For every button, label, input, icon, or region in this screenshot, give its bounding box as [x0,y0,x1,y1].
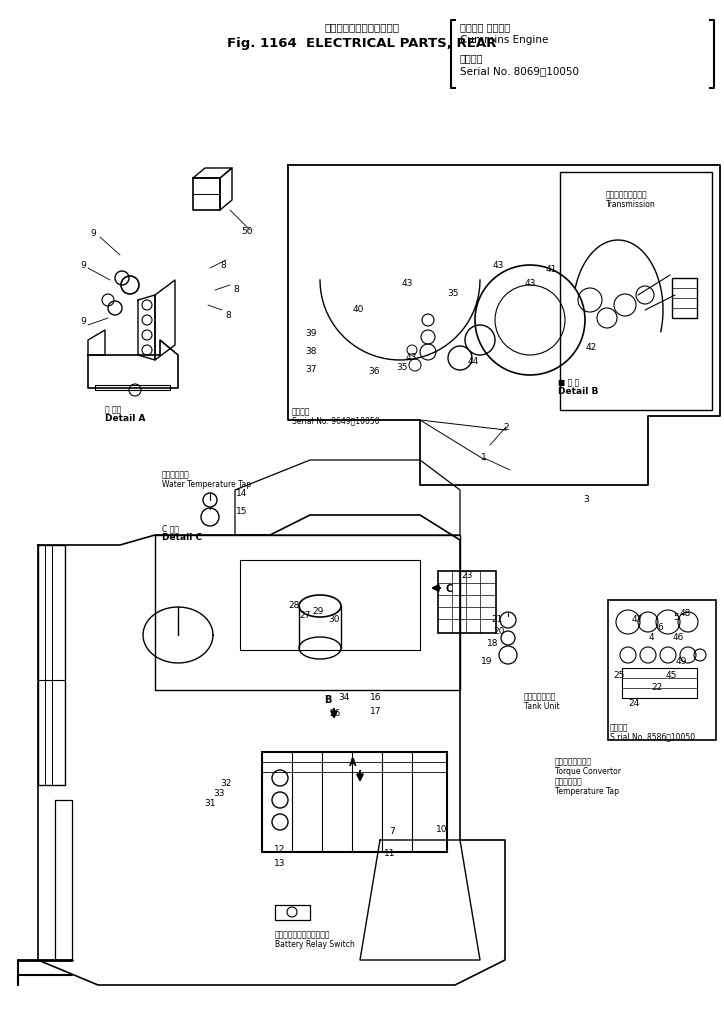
Text: 30: 30 [328,614,340,624]
Text: 4: 4 [648,633,654,642]
Text: タンクユニット: タンクユニット [524,692,556,701]
Text: 38: 38 [306,348,317,357]
Bar [672,278,697,318]
Text: 26: 26 [329,710,341,719]
Text: 16: 16 [370,694,382,703]
Text: 35: 35 [396,362,408,371]
Text: 15: 15 [236,507,248,515]
Text: 17: 17 [370,707,382,716]
Text: 5: 5 [673,612,679,622]
Text: C: C [446,584,453,594]
Text: バッテリーリレースイッチ: バッテリーリレースイッチ [275,930,330,939]
Text: 34: 34 [338,694,350,703]
Text: Serial No. 8069～10050: Serial No. 8069～10050 [460,66,579,76]
Text: C 詳細: C 詳細 [162,524,179,533]
Text: 9: 9 [80,317,86,327]
Text: Ａ 詳細: Ａ 詳細 [105,405,121,414]
Text: 32: 32 [220,780,232,789]
Text: 42: 42 [586,343,597,352]
Text: 33: 33 [214,789,224,797]
Bar [262,752,447,852]
Text: 7: 7 [389,826,395,836]
Bar [622,668,697,698]
Text: 41: 41 [545,265,557,274]
Text: 43: 43 [405,354,417,362]
Text: 適用号機: 適用号機 [460,53,484,63]
Text: 50: 50 [241,227,253,236]
Text: 43: 43 [524,279,536,288]
Text: Tank Unit: Tank Unit [524,702,560,711]
Text: 22: 22 [652,683,662,693]
Text: 18: 18 [487,639,499,648]
Text: 35: 35 [447,290,459,298]
Text: 46: 46 [673,633,683,642]
Text: 31: 31 [204,798,216,807]
Text: 47: 47 [631,614,643,624]
Text: 48: 48 [679,609,691,619]
Text: 8: 8 [225,311,231,320]
Text: Temperature Tap: Temperature Tap [555,787,619,796]
Text: 適用号機: 適用号機 [292,407,311,416]
Text: 36: 36 [369,367,380,376]
Text: B: B [324,695,332,705]
Text: 20: 20 [493,628,505,637]
Text: 9: 9 [90,228,96,237]
Text: 6: 6 [657,624,663,633]
Text: 19: 19 [481,657,493,666]
Text: 43: 43 [492,261,504,270]
Text: 40: 40 [353,305,363,314]
Text: カミンズ エンジン: カミンズ エンジン [460,22,510,32]
Text: 29: 29 [312,607,324,617]
Text: ■ 詳 細: ■ 詳 細 [558,378,579,387]
Text: 1: 1 [481,453,487,462]
Text: 14: 14 [236,490,248,499]
Text: Detail B: Detail B [558,387,598,396]
Bar [608,600,716,740]
Text: 27: 27 [299,611,311,621]
Text: Water Temperature Tap: Water Temperature Tap [162,480,251,489]
Text: トルクコンバータ: トルクコンバータ [555,757,592,766]
Text: 23: 23 [461,571,473,579]
Text: 45: 45 [665,671,677,680]
Text: 21: 21 [492,614,502,624]
Text: A: A [349,758,356,768]
Text: S rial No. 8586～10050: S rial No. 8586～10050 [610,732,695,741]
Text: Cummins Engine: Cummins Engine [460,35,548,45]
Text: 温度計取出口: 温度計取出口 [555,777,583,786]
Text: 8: 8 [220,261,226,270]
Text: Detail A: Detail A [105,414,146,423]
Text: 24: 24 [628,699,639,708]
Text: 37: 37 [306,365,317,374]
Text: 43: 43 [401,279,413,288]
Text: Fig. 1164  ELECTRICAL PARTS, REAR: Fig. 1164 ELECTRICAL PARTS, REAR [227,37,497,50]
Text: 25: 25 [613,670,625,679]
Text: 9: 9 [80,261,86,270]
Text: 49: 49 [675,657,686,666]
Text: Detail C: Detail C [162,533,202,542]
Text: 44: 44 [468,357,479,365]
Text: 水温計取出口: 水温計取出口 [162,470,190,479]
Text: 13: 13 [274,859,286,868]
Text: 12: 12 [274,846,286,855]
Text: エレクトリカルパーツ、後: エレクトリカルパーツ、後 [324,22,400,32]
Text: 39: 39 [306,329,317,338]
Text: 11: 11 [384,850,396,859]
Text: Battery Relay Switch: Battery Relay Switch [275,940,355,949]
Text: トランスミッション: トランスミッション [606,190,648,199]
Bar [438,571,496,633]
Text: 28: 28 [288,600,300,609]
Text: 適用号機: 適用号機 [610,723,628,732]
Text: 8: 8 [233,286,239,294]
Text: Transmission: Transmission [606,200,656,209]
Text: 2: 2 [503,423,509,432]
Text: 10: 10 [437,825,447,835]
Text: Torque Convertor: Torque Convertor [555,767,621,776]
Text: 3: 3 [583,496,589,505]
Text: Serial No. 9649～10050: Serial No. 9649～10050 [292,416,379,425]
